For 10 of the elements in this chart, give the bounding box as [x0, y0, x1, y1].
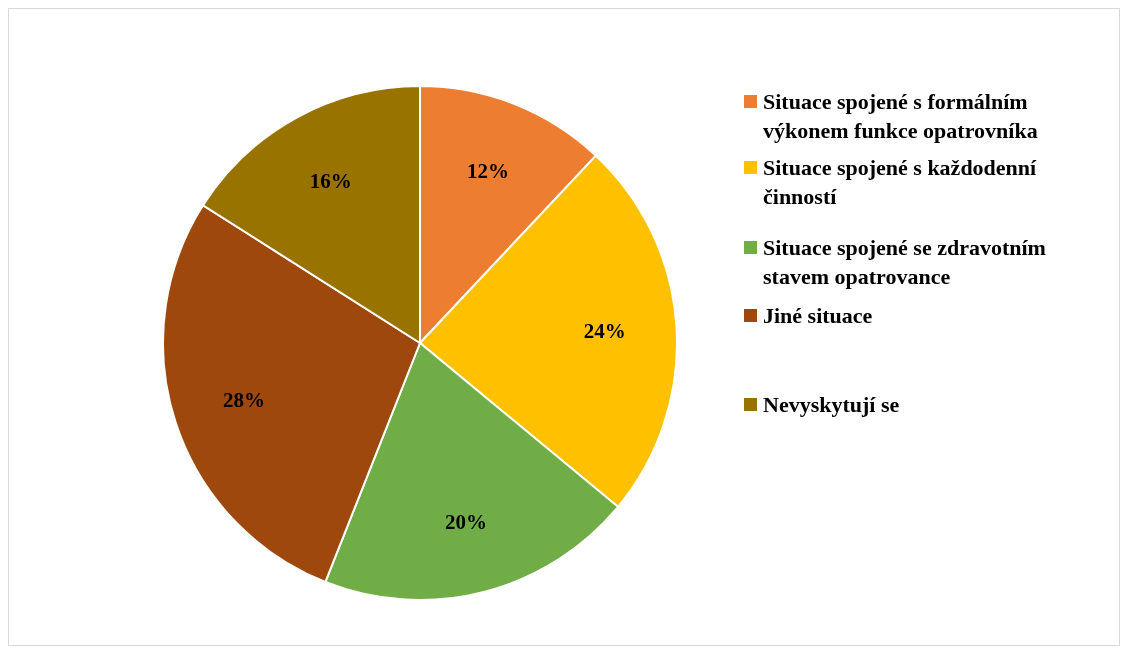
data-label: 12%: [467, 158, 510, 183]
legend-label: Situace spojené se zdravotním stavem opatrovance: [763, 234, 1047, 291]
legend-label: Situace spojené s formálním výkonem funkce opatrovníka: [763, 88, 1039, 145]
data-label: 16%: [309, 168, 352, 193]
data-label: 24%: [583, 319, 626, 344]
data-label: 20%: [445, 510, 488, 535]
legend-label: Situace spojené s každodenní činností: [763, 154, 1038, 211]
data-label: 28%: [223, 388, 266, 413]
legend-label: Nevyskytují se: [763, 391, 900, 419]
legend-label: Jiné situace: [763, 302, 873, 330]
